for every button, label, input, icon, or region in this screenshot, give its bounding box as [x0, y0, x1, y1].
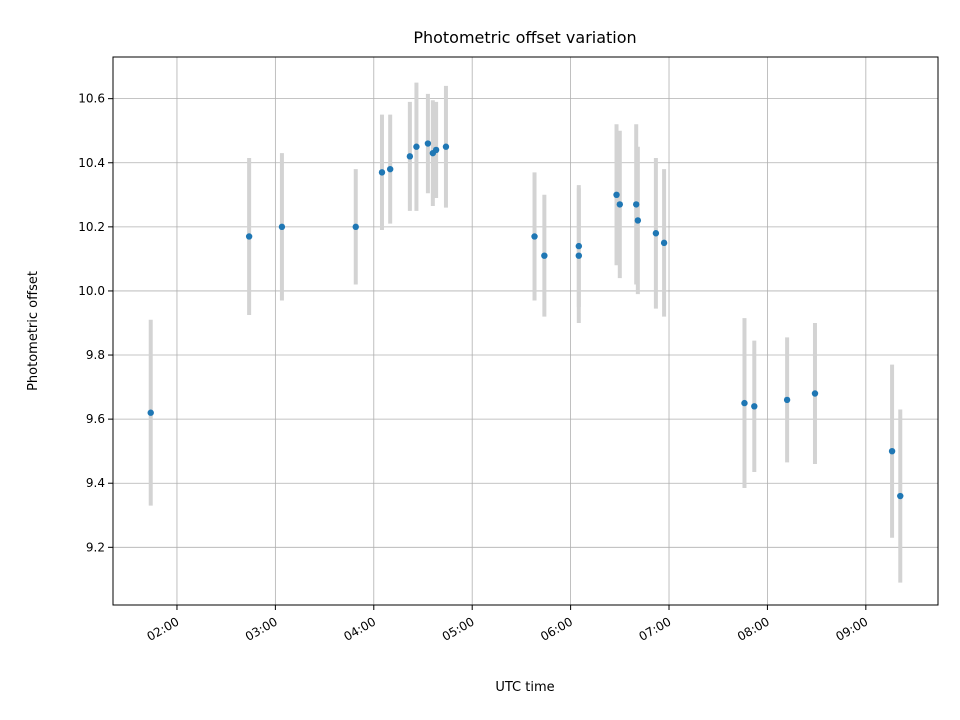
chart-title: Photometric offset variation	[413, 28, 636, 47]
x-tick-label: 04:00	[341, 614, 378, 643]
x-axis-label: UTC time	[495, 680, 554, 695]
data-point	[406, 153, 414, 160]
data-point	[386, 165, 394, 173]
x-tick-label: 08:00	[735, 614, 772, 643]
y-tick-label: 9.8	[86, 348, 105, 362]
y-tick-label: 10.6	[78, 92, 105, 106]
y-axis-label: Photometric offset	[26, 271, 41, 391]
data-point	[751, 403, 758, 410]
grid	[113, 57, 938, 605]
x-tick-label: 06:00	[538, 614, 575, 643]
y-tick-label: 10.0	[78, 284, 105, 298]
data-point	[531, 233, 538, 240]
data-point	[245, 233, 253, 240]
data-point	[633, 201, 640, 208]
data-point	[575, 242, 583, 250]
data-point	[442, 143, 450, 150]
data-point	[897, 492, 904, 500]
data-point	[541, 252, 548, 259]
data-point	[378, 169, 386, 176]
y-tick-label: 9.6	[86, 412, 105, 426]
data-point	[811, 390, 819, 397]
x-tick-label: 02:00	[145, 614, 182, 643]
x-tick-label: 09:00	[833, 614, 870, 643]
data-point	[616, 201, 624, 208]
data-points	[147, 140, 904, 500]
data-point	[652, 230, 660, 237]
y-tick-label: 9.2	[86, 540, 105, 554]
data-point	[634, 217, 642, 224]
data-point	[888, 447, 896, 455]
data-point	[660, 239, 668, 247]
data-point	[278, 223, 286, 231]
y-tick-label: 10.2	[78, 220, 105, 234]
y-tick-label: 10.4	[78, 156, 105, 170]
error-bars	[148, 82, 903, 583]
data-point	[783, 396, 791, 404]
data-point	[352, 223, 359, 231]
data-point	[413, 143, 420, 150]
data-point	[432, 146, 440, 154]
x-tick-label: 05:00	[440, 614, 477, 643]
data-point	[424, 140, 432, 147]
data-point	[575, 252, 583, 259]
data-point	[741, 399, 748, 407]
y-tick-label: 9.4	[86, 476, 105, 490]
axis-ticks: 02:00 03:00 04:00 05:00 06:00 07:00 08:00 09:00…	[78, 92, 870, 644]
data-point	[147, 409, 154, 416]
x-tick-label: 03:00	[243, 614, 280, 643]
plot-frame	[112, 56, 939, 606]
data-point	[613, 191, 620, 199]
x-tick-label: 07:00	[637, 614, 674, 643]
